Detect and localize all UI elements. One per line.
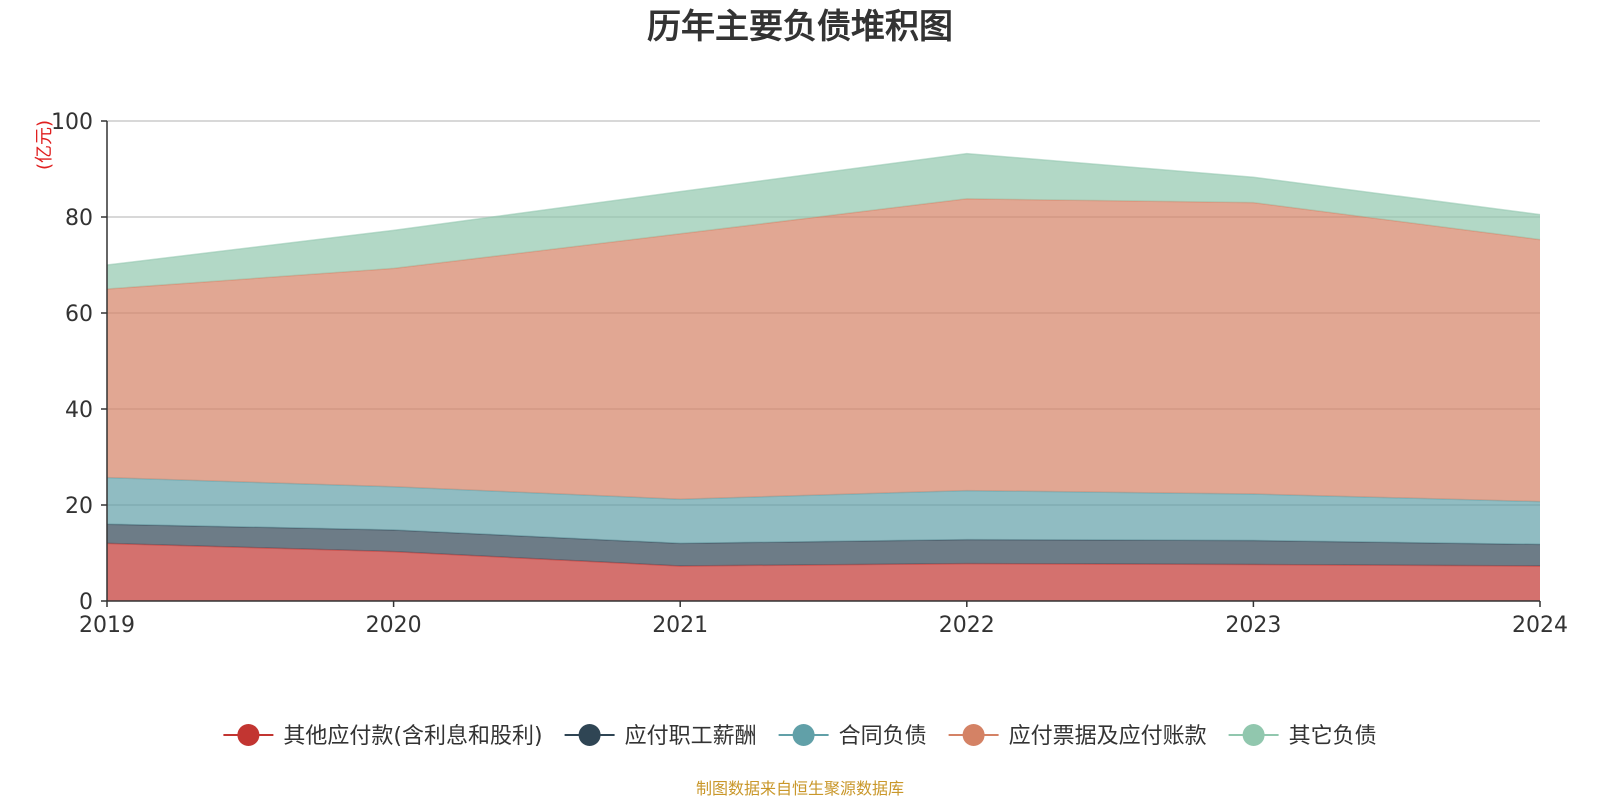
legend-circle-icon [578,724,601,746]
legend-label: 应付职工薪酬 [625,724,757,749]
y-tick-label-20: 20 [65,494,93,519]
area-series-1 [107,543,1540,601]
x-tick-label-2020: 2020 [366,613,422,638]
legend-label: 其他应付款(含利息和股利) [283,724,542,749]
x-tick-label-2022: 2022 [939,613,995,638]
area-edge-series-5 [106,152,1541,266]
y-tick-label-80: 80 [65,206,93,231]
y-tick-label-100: 100 [51,110,93,135]
legend-item-5[interactable]: 其它负债 [1228,724,1377,749]
legend-item-2[interactable]: 应付职工薪酬 [564,724,757,749]
legend-item-3[interactable]: 合同负债 [778,724,927,749]
legend-circle-icon [792,724,815,746]
x-tick-label-2021: 2021 [652,613,708,638]
x-tick-label-2019: 2019 [79,613,135,638]
legend-label: 合同负债 [839,724,927,749]
area-series-4 [107,198,1540,502]
area-series-5 [107,153,1540,289]
legend-label: 其它负债 [1289,724,1377,749]
legend: 其他应付款(含利息和股利) 应付职工薪酬 合同负债 应付票据及应付账款 其它负债 [223,724,1377,749]
legend-circle-icon [1242,724,1265,746]
chart-title: 历年主要负债堆积图 [647,7,953,47]
area-layer [106,152,1541,601]
data-source-note: 制图数据来自恒生聚源数据库 [696,779,904,798]
x-tick-label-2024: 2024 [1512,613,1568,638]
legend-item-1[interactable]: 其他应付款(含利息和股利) [223,724,543,749]
legend-item-4[interactable]: 应付票据及应付账款 [948,724,1207,749]
legend-circle-icon [237,724,260,746]
x-tick-label-2023: 2023 [1225,613,1281,638]
y-axis-unit: (亿元) [34,120,55,170]
area-series-3 [107,477,1540,545]
y-tick-label-60: 60 [65,302,93,327]
legend-label: 应付票据及应付账款 [1009,724,1207,749]
y-tick-label-0: 0 [79,590,93,615]
area-series-2 [107,524,1540,566]
axes: 0 20 40 60 80 100 2019 2020 2021 2022 2023 2024 [51,110,1568,638]
legend-circle-icon [962,724,985,746]
y-tick-label-40: 40 [65,398,93,423]
